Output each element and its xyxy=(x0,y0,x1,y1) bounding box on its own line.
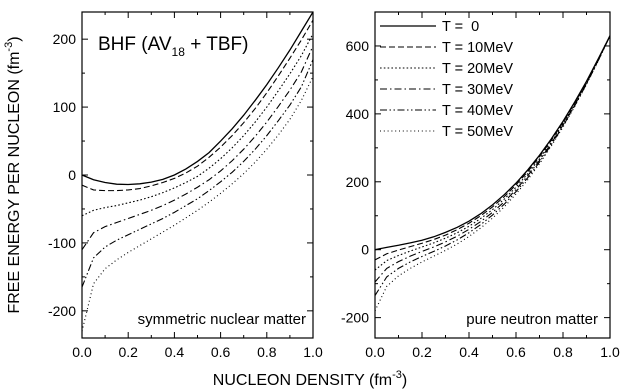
series-sym-T20 xyxy=(82,33,313,217)
x-tick-label: 0.8 xyxy=(257,344,277,360)
ticks-right: 0.0 0.2 0.4 0.6 0.8 1.0 -200 0 200 400 600 xyxy=(341,12,620,360)
legend-label-T50: T = 50MeV xyxy=(442,124,513,140)
y-tick-label: -100 xyxy=(48,235,76,251)
x-axis-label: NUCLEON DENSITY (fm-3) xyxy=(213,369,407,389)
y-tick-label: -200 xyxy=(341,310,369,326)
series-pnm-T10 xyxy=(375,35,610,261)
legend-label-T20: T = 20MeV xyxy=(442,61,513,77)
x-tick-label: 0.8 xyxy=(553,344,573,360)
curves-right xyxy=(375,35,610,312)
x-tick-label: 0.4 xyxy=(165,344,185,360)
annotation-neutron: pure neutron matter xyxy=(466,311,598,328)
x-tick-label: 1.0 xyxy=(600,344,620,360)
panel-title: BHF (AV18 + TBF) xyxy=(98,34,248,59)
x-tick-label: 0.0 xyxy=(365,344,385,360)
x-tick-label: 0.2 xyxy=(412,344,432,360)
series-sym-T50 xyxy=(82,76,313,332)
legend-label-T10: T = 10MeV xyxy=(442,40,513,56)
x-tick-label: 0.6 xyxy=(211,344,231,360)
y-tick-label: 200 xyxy=(346,174,370,190)
y-tick-label: 0 xyxy=(361,242,369,258)
x-tick-label: 0.4 xyxy=(459,344,479,360)
series-sym-T40 xyxy=(82,59,313,288)
x-tick-label: 0.6 xyxy=(506,344,526,360)
x-tick-label: 0.0 xyxy=(72,344,92,360)
panel-symmetric: 0.0 0.2 0.4 0.6 0.8 1.0 -200 -100 0 100 200 BHF (A… xyxy=(48,11,323,360)
legend-label-T40: T = 40MeV xyxy=(442,103,513,119)
y-tick-label: -200 xyxy=(48,303,76,319)
series-sym-T10 xyxy=(82,19,313,192)
annotation-symmetric: symmetric nuclear matter xyxy=(138,311,306,328)
y-axis-label: FREE ENERGY PER NUCLEON (fm-3) xyxy=(3,36,23,313)
legend: T = 0 T = 10MeV T = 20MeV T = 30MeV T = 40Me… xyxy=(380,19,513,140)
series-pnm-T50 xyxy=(375,35,610,312)
series-pnm-T30 xyxy=(375,35,610,283)
y-tick-label: 600 xyxy=(346,38,370,54)
plot-frame-left xyxy=(81,11,314,339)
curves-left xyxy=(82,12,313,332)
y-tick-label: 0 xyxy=(68,167,76,183)
series-pnm-T20 xyxy=(375,35,610,271)
legend-label-T0: T = 0 xyxy=(442,19,479,35)
legend-label-T30: T = 30MeV xyxy=(442,82,513,98)
y-tick-label: 400 xyxy=(346,106,370,122)
series-pnm-T40 xyxy=(375,35,610,296)
y-tick-label: 100 xyxy=(53,99,77,115)
x-tick-label: 0.2 xyxy=(118,344,138,360)
x-tick-label: 1.0 xyxy=(303,344,323,360)
ticks-left: 0.0 0.2 0.4 0.6 0.8 1.0 -200 -100 0 100 200 xyxy=(48,12,323,360)
series-sym-T30 xyxy=(82,45,313,251)
y-tick-label: 200 xyxy=(53,31,77,47)
series-sym-T0 xyxy=(82,12,313,186)
